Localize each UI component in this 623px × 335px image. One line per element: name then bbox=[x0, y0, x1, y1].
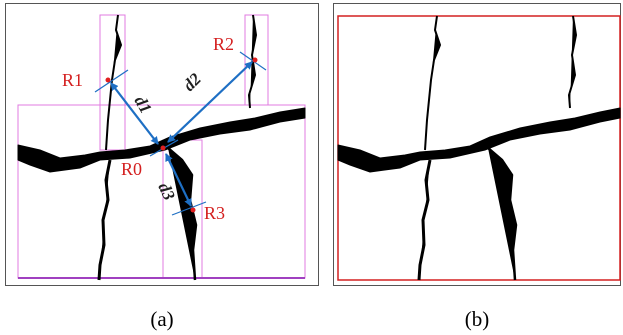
panel-b: (b) bbox=[334, 4, 621, 332]
point bbox=[253, 58, 258, 63]
caption-b: (b) bbox=[465, 307, 490, 331]
panel-a: R1 R2 R0 R3 d1 d2 d3 (a) bbox=[6, 4, 319, 332]
caption-a: (a) bbox=[150, 307, 173, 331]
label-r2: R2 bbox=[213, 34, 234, 54]
point bbox=[106, 78, 111, 83]
point bbox=[161, 146, 166, 151]
label-r1: R1 bbox=[62, 70, 83, 90]
label-r0: R0 bbox=[121, 159, 142, 179]
figure: R1 R2 R0 R3 d1 d2 d3 (a) (b) bbox=[0, 0, 623, 335]
page: {"panel_a": {"labels": {"r0": "R0", "r1"… bbox=[0, 0, 623, 335]
point bbox=[191, 208, 196, 213]
label-r3: R3 bbox=[204, 203, 225, 223]
